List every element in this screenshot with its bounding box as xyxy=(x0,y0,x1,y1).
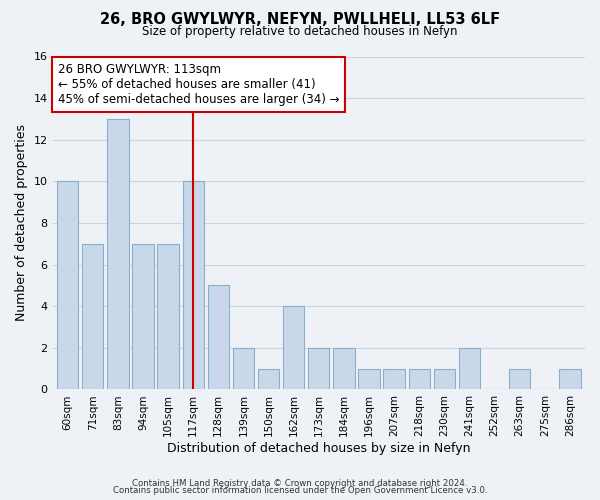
Bar xyxy=(57,182,78,390)
Bar xyxy=(233,348,254,390)
Bar xyxy=(182,182,204,390)
X-axis label: Distribution of detached houses by size in Nefyn: Distribution of detached houses by size … xyxy=(167,442,470,455)
Text: Size of property relative to detached houses in Nefyn: Size of property relative to detached ho… xyxy=(142,25,458,38)
Bar xyxy=(283,306,304,390)
Bar xyxy=(333,348,355,390)
Bar xyxy=(459,348,480,390)
Bar xyxy=(208,286,229,390)
Bar xyxy=(383,368,405,390)
Text: Contains public sector information licensed under the Open Government Licence v3: Contains public sector information licen… xyxy=(113,486,487,495)
Y-axis label: Number of detached properties: Number of detached properties xyxy=(15,124,28,322)
Bar xyxy=(308,348,329,390)
Bar xyxy=(82,244,103,390)
Bar xyxy=(132,244,154,390)
Bar xyxy=(434,368,455,390)
Bar xyxy=(559,368,581,390)
Bar xyxy=(509,368,530,390)
Text: 26 BRO GWYLWYR: 113sqm
← 55% of detached houses are smaller (41)
45% of semi-det: 26 BRO GWYLWYR: 113sqm ← 55% of detached… xyxy=(58,63,340,106)
Bar xyxy=(409,368,430,390)
Text: 26, BRO GWYLWYR, NEFYN, PWLLHELI, LL53 6LF: 26, BRO GWYLWYR, NEFYN, PWLLHELI, LL53 6… xyxy=(100,12,500,28)
Bar xyxy=(107,119,128,390)
Bar xyxy=(157,244,179,390)
Text: Contains HM Land Registry data © Crown copyright and database right 2024.: Contains HM Land Registry data © Crown c… xyxy=(132,478,468,488)
Bar xyxy=(358,368,380,390)
Bar xyxy=(258,368,279,390)
